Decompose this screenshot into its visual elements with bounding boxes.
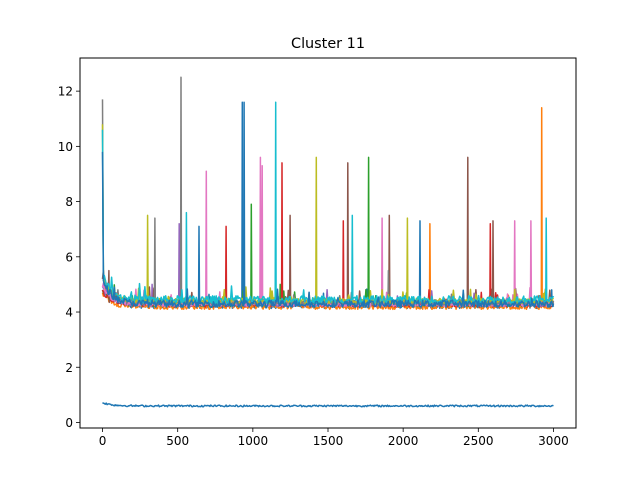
y-tick-label: 10: [58, 140, 73, 154]
y-tick-label: 2: [65, 361, 73, 375]
x-tick-label: 0: [99, 434, 107, 448]
x-tick-label: 500: [166, 434, 189, 448]
chart-title: Cluster 11: [291, 36, 365, 52]
y-tick-label: 0: [65, 416, 73, 430]
series-line-11: [101, 101, 555, 309]
y-tick-label: 12: [58, 85, 73, 99]
series-line-12: [102, 401, 554, 408]
y-tick-label: 4: [65, 306, 73, 320]
x-tick-label: 1500: [313, 434, 344, 448]
y-axis: 0 2 4 6 8 10 12: [58, 85, 80, 430]
series-line-10: [101, 101, 555, 305]
x-tick-label: 2500: [463, 434, 494, 448]
x-tick-label: 3000: [538, 434, 569, 448]
x-axis: 0 500 1000 1500 2000 2500 3000: [99, 428, 569, 448]
series-layer: [101, 76, 555, 408]
x-tick-label: 2000: [388, 434, 419, 448]
y-tick-label: 6: [65, 250, 73, 264]
y-tick-label: 8: [65, 195, 73, 209]
x-tick-label: 1000: [238, 434, 269, 448]
